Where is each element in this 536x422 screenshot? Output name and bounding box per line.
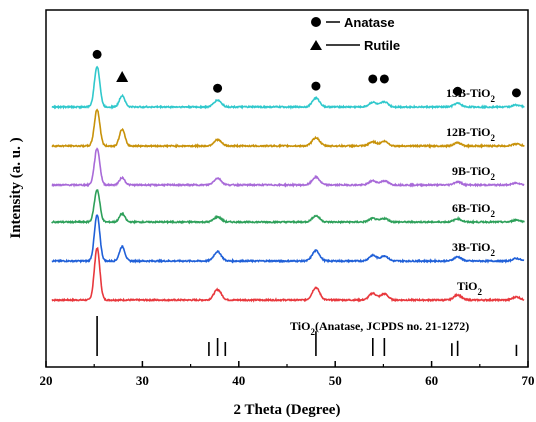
anatase-marker <box>311 81 321 91</box>
anatase-marker <box>368 74 378 84</box>
series-labels: TiO2 3B-TiO2 6B-TiO2 9B-TiO2 12B-TiO2 15B-TiO… <box>446 86 495 297</box>
legend-rutile-label: Rutile <box>364 38 400 53</box>
x-tick-label: 50 <box>329 373 342 388</box>
legend-rutile-marker <box>310 40 322 50</box>
series-line <box>51 189 525 225</box>
series-label: 12B-TiO2 <box>446 125 495 143</box>
y-axis-title: Intensity (a. u. ) <box>8 137 24 238</box>
phase-markers <box>92 49 521 98</box>
anatase-marker <box>92 49 102 59</box>
x-tick-label: 60 <box>425 373 438 388</box>
series-line <box>51 246 525 303</box>
rutile-marker <box>116 70 129 82</box>
x-tick-label: 70 <box>522 373 535 388</box>
series-label: 15B-TiO2 <box>446 86 495 104</box>
x-tick-label: 20 <box>40 373 53 388</box>
x-tick-label: 30 <box>136 373 149 388</box>
series-line <box>51 214 525 264</box>
x-tick-label: 40 <box>232 373 245 388</box>
series-line <box>51 108 525 149</box>
anatase-marker <box>453 86 463 96</box>
anatase-marker <box>511 88 521 98</box>
series-label: 9B-TiO2 <box>452 164 495 182</box>
anatase-marker <box>379 74 389 84</box>
legend-anatase-marker <box>311 17 321 27</box>
series-group <box>51 65 525 303</box>
series-label: 3B-TiO2 <box>452 240 495 258</box>
legend-anatase-label: Anatase <box>344 15 395 30</box>
x-axis-title: 2 Theta (Degree) <box>234 402 341 418</box>
reference-label: TiO2(Anatase, JCPDS no. 21-1272) <box>290 319 469 337</box>
x-axis: 20 30 40 50 60 70 <box>40 361 535 388</box>
series-label: TiO2 <box>457 279 482 297</box>
anatase-marker <box>213 83 223 93</box>
series-line <box>51 147 525 188</box>
legend: Anatase Rutile <box>310 15 400 53</box>
plot-frame <box>45 9 529 368</box>
series-line <box>51 65 525 110</box>
reference-lines: TiO2(Anatase, JCPDS no. 21-1272) <box>96 316 518 356</box>
series-label: 6B-TiO2 <box>452 201 495 219</box>
